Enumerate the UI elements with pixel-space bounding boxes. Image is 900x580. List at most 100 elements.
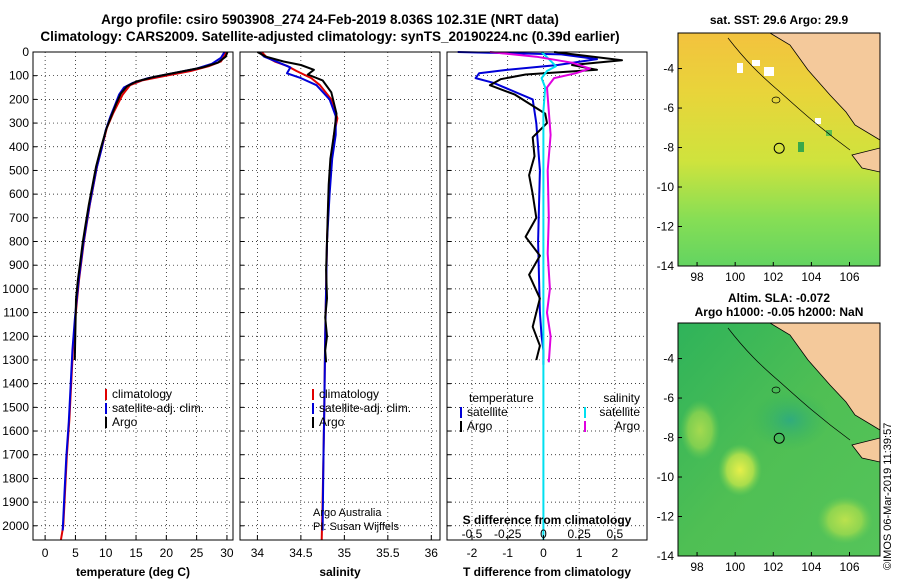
climatology-line xyxy=(59,51,227,541)
x-tick-label: 34 xyxy=(251,546,265,560)
y-tick-label: 1700 xyxy=(2,448,29,462)
lon-tick-label: 106 xyxy=(839,270,859,284)
salinity-tick-label: 0 xyxy=(540,527,547,541)
bathymetry-contour xyxy=(727,37,851,151)
argo-line xyxy=(256,51,338,363)
lat-tick-label: -12 xyxy=(657,220,675,234)
sumatra-land xyxy=(735,33,880,141)
sla-low-anomaly xyxy=(750,390,830,450)
lon-tick-label: 98 xyxy=(690,270,704,284)
y-tick-label: 2000 xyxy=(2,519,29,533)
sla-high-anomaly xyxy=(680,400,720,460)
y-tick-label: 1400 xyxy=(2,377,29,391)
x-tick-label: 36 xyxy=(425,546,439,560)
x-tick-label: 35 xyxy=(338,546,352,560)
island-contour xyxy=(771,386,781,394)
x-tick-label: 35.5 xyxy=(376,546,400,560)
sst-cloud-patch xyxy=(815,118,821,124)
x-tick-label: -1 xyxy=(502,546,513,560)
legend-label: climatology xyxy=(319,387,379,401)
sst-map: 98 100 102 104 106 -4 -6 -8 -10 -12 -14 sat. SST: … xyxy=(657,13,881,284)
sla-map-frame xyxy=(677,322,881,557)
y-tick-label: 1100 xyxy=(3,306,29,320)
x-tick-label: -2 xyxy=(467,546,478,560)
salinity-tick-label: -0.5 xyxy=(462,527,483,541)
x-tick-label: 5 xyxy=(72,546,79,560)
lat-tick-label: -8 xyxy=(663,141,674,155)
lon-tick-label: 100 xyxy=(725,270,745,284)
lat-tick-label: -14 xyxy=(657,549,675,563)
lon-tick-label: 98 xyxy=(690,560,704,574)
lat-tick-label: -4 xyxy=(663,352,674,366)
legend-label: Argo xyxy=(467,419,493,433)
x-tick-label: 1 xyxy=(576,546,583,560)
bathymetry-contour xyxy=(727,327,851,441)
y-tick-label: 1600 xyxy=(2,424,29,438)
lon-tick-label: 104 xyxy=(801,560,821,574)
credit-pi: PI: Susan Wijffels xyxy=(313,521,399,533)
y-tick-label: 800 xyxy=(9,235,29,249)
legend-label: satellite-adj. clim. xyxy=(112,401,204,415)
y-tick-label: 1500 xyxy=(2,400,29,414)
x-tick-label: 15 xyxy=(129,546,143,560)
y-tick-label: 1000 xyxy=(2,282,29,296)
salinity-panel: 34 34.5 35 35.5 36 salinity climatologysatelli… xyxy=(239,51,441,579)
sst-map-title: sat. SST: 29.6 Argo: 29.9 xyxy=(710,13,849,27)
salinity-argo-line xyxy=(489,51,591,363)
legend-label: Argo xyxy=(319,415,345,429)
x-tick-label: 34.5 xyxy=(289,546,313,560)
sst-cold-patch xyxy=(798,142,804,152)
plot-frame xyxy=(239,51,441,541)
y-tick-label: 400 xyxy=(9,140,29,154)
salinity-tick-label: 0.25 xyxy=(567,527,591,541)
temperature-argo-line xyxy=(488,51,623,361)
legend-title-temperature: temperature xyxy=(469,391,534,405)
legend-label: Argo xyxy=(615,419,641,433)
sst-cloud-patch xyxy=(737,63,743,73)
x-axis-label: T difference from climatology xyxy=(463,565,631,579)
lon-tick-label: 104 xyxy=(801,270,821,284)
lat-tick-label: -4 xyxy=(663,62,674,76)
plot-frame xyxy=(32,51,234,541)
x-tick-label: 0 xyxy=(540,546,547,560)
sst-cloud-patch xyxy=(764,67,774,76)
x-axis-label: salinity xyxy=(319,565,361,579)
java-land xyxy=(851,147,880,173)
salinity-satellite-line xyxy=(540,51,557,540)
y-tick-label: 700 xyxy=(9,211,29,225)
lat-tick-label: -14 xyxy=(657,259,675,273)
plot-frame xyxy=(446,51,648,541)
y-tick-label: 1200 xyxy=(2,329,29,343)
y-tick-label: 1300 xyxy=(2,353,29,367)
lat-tick-label: -10 xyxy=(657,470,675,484)
sla-map: 98 100 102 104 106 -4 -6 -8 -10 -12 -14 Altim. SLA… xyxy=(657,291,881,574)
legend-label: satellite xyxy=(467,405,508,419)
temperature-panel: 0 5 10 15 20 25 30 temperature (deg C) 0 100 200 30… xyxy=(2,45,234,579)
y-tick-label: 500 xyxy=(9,163,29,177)
satellite-adj-clim--line xyxy=(61,51,226,531)
y-tick-label: 1900 xyxy=(2,495,29,509)
argo-position-marker xyxy=(773,432,785,444)
y-tick-label: 0 xyxy=(22,45,29,59)
lat-tick-label: -8 xyxy=(663,431,674,445)
legend-label: climatology xyxy=(112,387,172,401)
island-contour xyxy=(771,96,781,104)
legend-label: satellite xyxy=(599,405,640,419)
sla-high-anomaly xyxy=(718,444,762,496)
y-tick-label: 200 xyxy=(9,92,29,106)
sst-cold-patch xyxy=(826,130,832,136)
difference-panel: -2 -1 0 1 2 T difference from climatology temp… xyxy=(446,51,648,579)
y-tick-label: 600 xyxy=(9,187,29,201)
argo-line xyxy=(73,51,229,361)
salinity-axis-label: S difference from climatology xyxy=(463,513,632,527)
lon-tick-label: 100 xyxy=(725,560,745,574)
lat-tick-label: -12 xyxy=(657,510,675,524)
legend-title-salinity: salinity xyxy=(603,391,640,405)
sst-map-frame xyxy=(677,32,881,267)
sla-high-anomaly xyxy=(817,496,873,544)
x-tick-label: 20 xyxy=(160,546,174,560)
satellite-adj-clim--line xyxy=(258,51,337,531)
y-tick-label: 300 xyxy=(9,116,29,130)
legend-label: satellite-adj. clim. xyxy=(319,401,411,415)
sla-map-subtitle: Argo h1000: -0.05 h2000: NaN xyxy=(695,305,864,319)
